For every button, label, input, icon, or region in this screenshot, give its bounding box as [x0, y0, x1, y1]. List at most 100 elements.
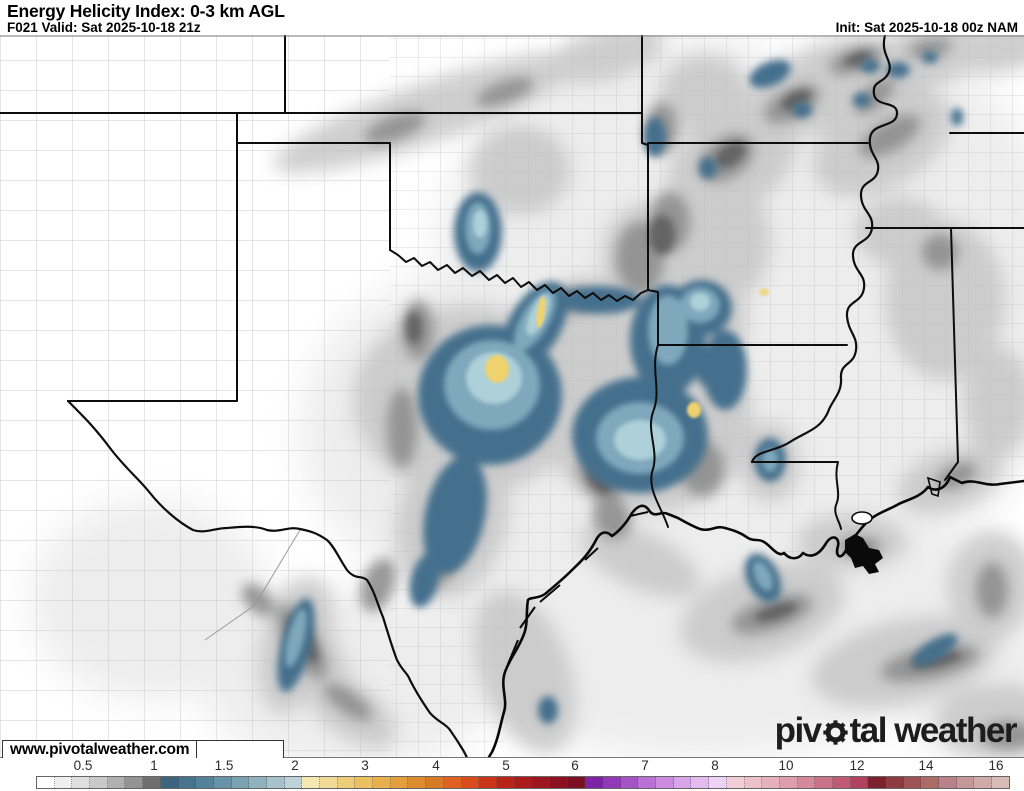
colorbar-label: 8: [711, 758, 719, 773]
colorbar-segment: [726, 777, 745, 788]
colorbar-label: 3: [361, 758, 369, 773]
colorbar-segment: [638, 777, 657, 788]
colorbar-bar: [36, 776, 1010, 789]
mississippi-delta: [845, 534, 883, 574]
yellow-cores: [485, 288, 769, 418]
texas-arkansas-sabine-border: [647, 289, 669, 528]
colorbar-segment: [408, 777, 427, 788]
forecast-valid-label: F021 Valid: Sat 2025-10-18 21z: [7, 20, 201, 35]
colorbar-segment: [125, 777, 144, 788]
colorbar-segment: [426, 777, 444, 788]
colorbar-segment: [939, 777, 957, 788]
colorbar-segment: [284, 777, 303, 788]
logo-text-left: piv: [774, 711, 823, 750]
colorbar-segment: [461, 777, 480, 788]
colorbar-segment: [709, 777, 727, 788]
colorbar-segment: [266, 777, 285, 788]
colorbar-segment: [956, 777, 975, 788]
watermark-url: www.pivotalweather.com: [10, 740, 190, 758]
colorbar-segment: [443, 777, 462, 788]
colorbar-segment: [496, 777, 515, 788]
colorbar-segment: [355, 777, 374, 788]
colorbar-labels: 0.5 1 1.5 2 3 4 5 6 7 8 10 12 14 16: [0, 758, 1024, 775]
colorbar-label: 10: [778, 758, 794, 773]
louisiana-mississippi-border: [751, 461, 842, 530]
colorbar-label: 7: [641, 758, 649, 773]
colorbar-segment: [320, 777, 338, 788]
colorbar-segment: [213, 777, 232, 788]
colorbar-segment: [90, 777, 108, 788]
mississippi-alabama-border: [944, 227, 959, 481]
colorbar-segment: [903, 777, 922, 788]
colorbar-segment: [974, 777, 993, 788]
logo-text-right: tal weather: [849, 711, 1018, 750]
colorbar-segment: [832, 777, 851, 788]
state-borders: [0, 35, 1024, 530]
missouri-arkansas-west-border: [641, 35, 649, 291]
barrier-islands: [507, 511, 649, 665]
colorbar-label: 12: [849, 758, 865, 773]
colorbar-segment: [549, 777, 568, 788]
colorbar-segment: [373, 777, 391, 788]
model-init-label: Init: Sat 2025-10-18 00z NAM: [835, 20, 1018, 35]
colorbar-segment: [886, 777, 904, 788]
colorbar-segment: [691, 777, 710, 788]
colorbar-segment: [37, 777, 55, 788]
colorbar-segment: [107, 777, 126, 788]
red-river-border: [389, 249, 649, 302]
watermark-box: www.pivotalweather.com: [2, 740, 198, 759]
colorbar-label: 6: [571, 758, 579, 773]
texas-panhandle-borders: [67, 112, 391, 402]
colorbar-segment: [54, 777, 73, 788]
page-title: Energy Helicity Index: 0-3 km AGL: [7, 1, 285, 21]
colorbar-segment: [390, 777, 409, 788]
colorbar-segment: [302, 777, 320, 788]
colorbar-segment: [620, 777, 639, 788]
colorbar-label: 16: [988, 758, 1004, 773]
colorbar-segment: [850, 777, 869, 788]
colorbar-segment: [673, 777, 692, 788]
colorbar-label: 14: [918, 758, 934, 773]
colorbar-segment: [585, 777, 603, 788]
colorbar-segment: [160, 777, 179, 788]
colorbar: 0.5 1 1.5 2 3 4 5 6 7 8 10 12 14 16: [0, 758, 1024, 791]
colorbar-segment: [337, 777, 356, 788]
mexico-state-line: [204, 529, 301, 641]
colorbar-segment: [249, 777, 267, 788]
colorbar-segment: [779, 777, 798, 788]
watermark: www.pivotalweather.com: [2, 740, 285, 759]
colorbar-segment: [178, 777, 197, 788]
mississippi-river: [750, 35, 899, 464]
colorbar-label: 1: [150, 758, 158, 773]
colorbar-segment: [72, 777, 91, 788]
colorbar-segment: [815, 777, 833, 788]
colorbar-segment: [762, 777, 780, 788]
colorbar-segment: [143, 777, 161, 788]
pivotal-weather-logo: piv tal weather: [774, 711, 1018, 751]
ehi-map-svg[interactable]: [0, 35, 1024, 758]
colorbar-label: 0.5: [73, 758, 93, 773]
colorbar-segment: [992, 777, 1009, 788]
colorbar-segment: [196, 777, 214, 788]
colorbar-segment: [514, 777, 533, 788]
gear-icon: [822, 720, 848, 745]
colorbar-segment: [532, 777, 550, 788]
colorbar-segment: [656, 777, 674, 788]
colorbar-label: 1.5: [214, 758, 234, 773]
rio-grande-border: [66, 399, 469, 758]
lake-pontchartrain: [851, 511, 873, 525]
watermark-blank-box: [196, 740, 285, 759]
weather-map[interactable]: [0, 35, 1024, 758]
colorbar-segment: [603, 777, 621, 788]
colorbar-segment: [921, 777, 940, 788]
colorbar-segment: [567, 777, 586, 788]
colorbar-label: 5: [502, 758, 510, 773]
mobile-bay: [926, 476, 941, 498]
colorbar-segment: [744, 777, 763, 788]
colorbar-segment: [797, 777, 816, 788]
colorbar-segment: [479, 777, 497, 788]
colorbar-segment: [231, 777, 250, 788]
colorbar-label: 2: [291, 758, 299, 773]
colorbar-segment: [868, 777, 886, 788]
